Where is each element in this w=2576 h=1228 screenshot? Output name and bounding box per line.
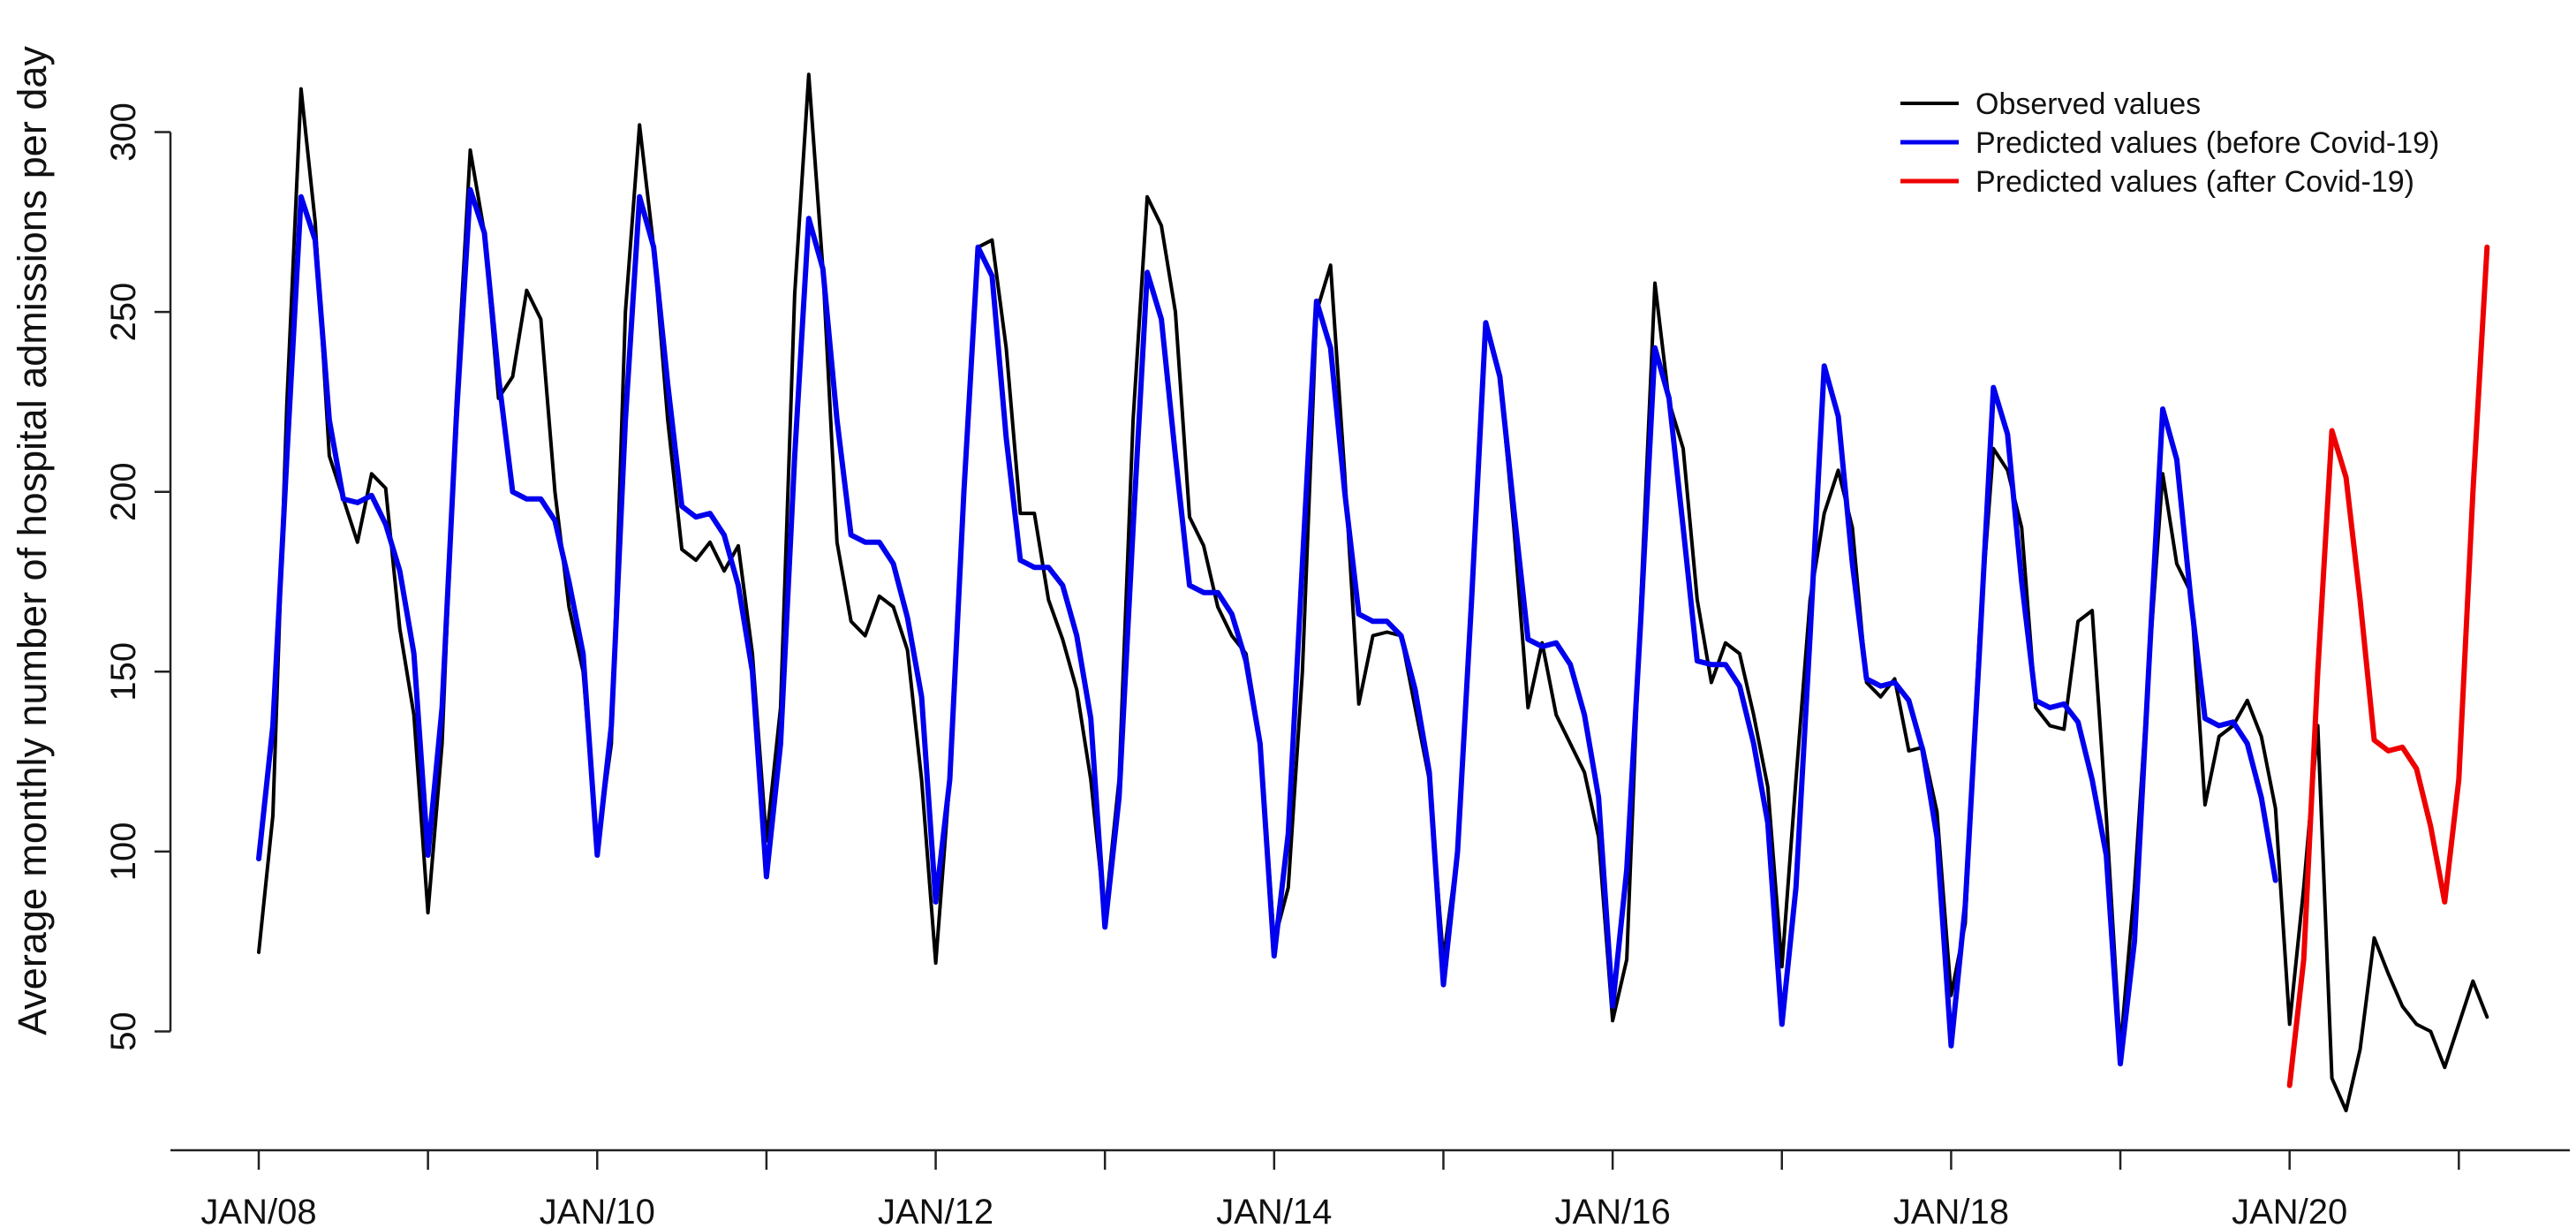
y-tick-label: 50 [104,1012,143,1051]
x-tick-label: JAN/08 [200,1193,316,1228]
x-tick-label: JAN/10 [540,1193,655,1228]
y-tick-label: 150 [104,642,143,701]
y-tick-label: 200 [104,462,143,521]
y-tick-label: 100 [104,822,143,882]
legend-entry: Observed values [1900,87,2201,121]
series-line-3 [2286,244,2490,1088]
y-tick-label: 250 [104,283,143,342]
legend-label: Predicted values (before Covid-19) [1975,126,2439,160]
y-tick-label: 300 [104,102,143,162]
y-axis-title: Average monthly number of hospital admis… [10,46,55,1035]
x-tick-label: JAN/14 [1216,1193,1332,1228]
x-tick-label: JAN/18 [1893,1193,2009,1228]
x-tick-label: JAN/16 [1555,1193,1671,1228]
series-layer [256,72,2490,1113]
axes: 50 100 150 200 250 300 JAN/08 JAN/10 JAN/12 JAN/1… [104,102,2570,1228]
legend: Observed values Predicted values (before … [1900,87,2439,199]
legend-label: Observed values [1975,87,2201,121]
legend-entry: Predicted values (before Covid-19) [1900,126,2439,160]
x-tick-label: JAN/12 [878,1193,993,1228]
series-line-2 [256,186,2278,1067]
legend-entry: Predicted values (after Covid-19) [1900,165,2414,199]
x-tick-label: JAN/20 [2232,1193,2347,1228]
legend-label: Predicted values (after Covid-19) [1975,165,2414,199]
